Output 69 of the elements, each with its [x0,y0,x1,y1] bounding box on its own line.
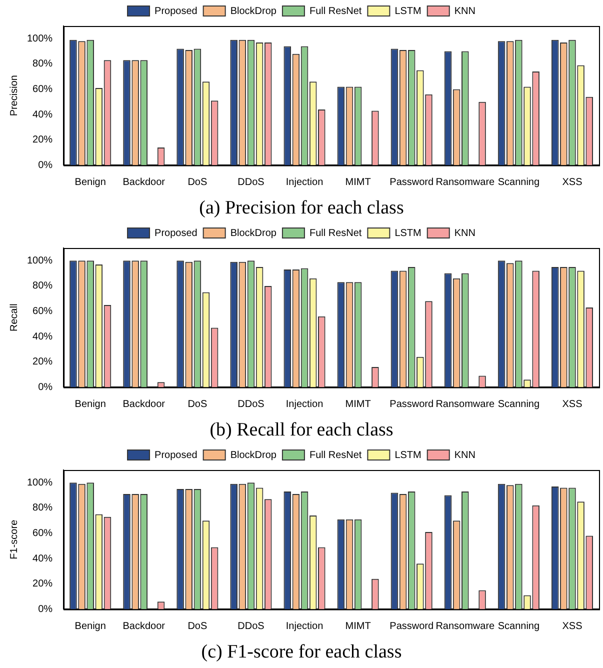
x-tick-label: Scanning [498,620,540,632]
x-tick-label: Backdoor [122,398,166,410]
legend-label: LSTM [394,450,422,461]
y-tick-label: 80% [32,280,53,292]
x-tick-label: Backdoor [122,620,166,632]
y-axis-title: F1-score [8,519,20,560]
y-axis-title: Recall [8,304,20,332]
x-tick-label: Ransomware [436,176,496,188]
x-tick-label: Password [390,398,434,410]
x-tick-label: Injection [286,620,324,632]
text: (a) Precision for each class [199,198,404,219]
x-tick-label: Password [390,620,434,632]
y-tick-label: 40% [32,553,53,564]
x-tick-label: Benign [74,620,106,632]
y-tick-label: 60% [32,306,53,318]
x-tick-label: Injection [286,398,324,410]
y-tick-label: 100% [27,33,53,44]
x-tick-label: Ransomware [436,620,496,632]
x-tick-label: MIMT [345,398,371,410]
y-tick-label: 40% [32,331,53,342]
x-tick-label: XSS [562,176,583,188]
x-tick-label: DoS [188,176,208,188]
text: (c) F1-score for each class [201,642,402,663]
x-tick-label: DDoS [238,176,265,188]
y-tick-label: 40% [32,109,53,120]
legend-label: BlockDrop [230,228,277,239]
y-tick-label: 0% [38,160,53,171]
x-tick-label: DoS [188,398,208,410]
x-tick-label: MIMT [345,620,371,632]
y-tick-label: 100% [27,477,53,488]
x-tick-label: DoS [188,620,208,632]
y-tick-label: 60% [32,84,53,96]
y-axis-title: Precision [8,75,20,116]
y-tick-label: 20% [32,356,53,368]
x-tick-label: Benign [74,398,106,410]
legend-label: KNN [454,228,476,239]
y-tick-label: 100% [27,255,53,266]
legend-label: Full ResNet [309,450,362,461]
x-tick-label: Password [390,176,434,188]
x-tick-label: Scanning [498,176,540,188]
legend-label: BlockDrop [230,450,277,461]
legend-label: Full ResNet [309,228,362,239]
legend-label: Proposed [154,228,198,239]
y-tick-label: 20% [32,134,53,146]
x-tick-label: XSS [562,398,583,410]
y-tick-label: 0% [38,604,53,615]
x-tick-label: Injection [286,176,324,188]
x-tick-label: Scanning [498,398,540,410]
legend-label: KNN [454,450,476,461]
legend-label: LSTM [394,228,422,239]
text: (b) Recall for each class [210,420,394,441]
y-tick-label: 80% [32,58,53,70]
x-tick-label: Backdoor [122,176,166,188]
y-tick-label: 60% [32,528,53,540]
x-tick-label: XSS [562,620,583,632]
legend-label: Proposed [154,450,198,461]
x-tick-label: MIMT [345,176,371,188]
legend-label: LSTM [394,6,422,17]
x-tick-label: DDoS [238,620,265,632]
y-tick-label: 80% [32,502,53,514]
legend-label: Proposed [154,6,198,17]
y-tick-label: 20% [32,578,53,590]
x-tick-label: Ransomware [436,398,496,410]
legend-label: Full ResNet [309,6,362,17]
x-tick-label: Benign [74,176,106,188]
x-tick-label: DDoS [238,398,265,410]
legend-label: KNN [454,6,476,17]
y-tick-label: 0% [38,382,53,393]
legend-label: BlockDrop [230,6,277,17]
